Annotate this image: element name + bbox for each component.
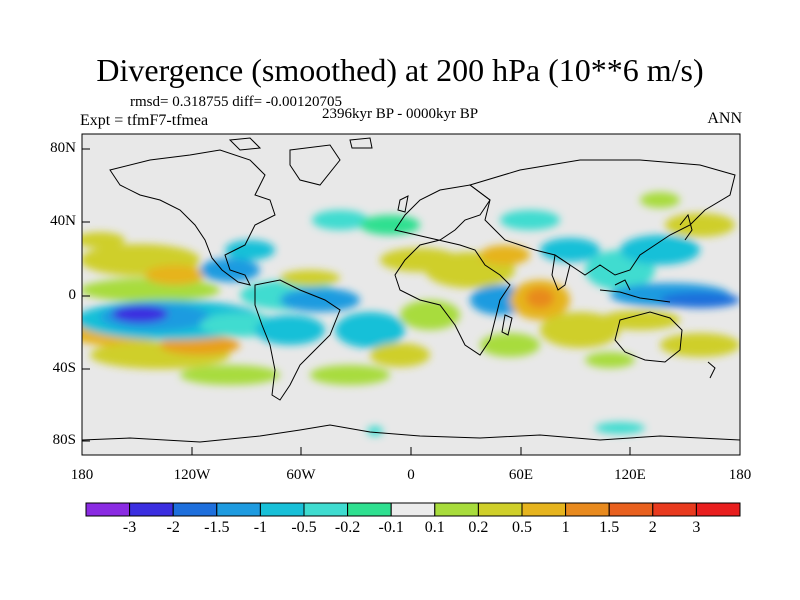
color-bar-label: -0.5 [291,519,317,536]
period-label: 2396kyr BP - 0000kyr BP [322,106,479,122]
y-tick-0: 0 [68,287,77,303]
color-bar-label: 0.5 [512,519,532,536]
color-bar-swatch [172,502,218,517]
y-tick-40n: 40N [50,213,76,229]
color-bar-label: 1 [561,519,570,536]
color-bar-swatch [85,502,131,517]
color-bar-label: 1.5 [599,519,620,536]
experiment-label: Expt = tfmF7-tfmea [80,112,209,129]
y-tick-40s: 40S [52,360,76,376]
y-tick-80s: 80S [52,432,76,448]
color-bar-label: -1.5 [204,519,230,536]
x-tick-120e: 120E [614,467,646,483]
color-bar-swatch [521,502,567,517]
color-bar-label: -0.1 [378,519,404,536]
plot-title: Divergence (smoothed) at 200 hPa (10**6 … [96,52,704,88]
color-bar-swatch [434,502,479,517]
color-bar-label: 0.2 [468,519,489,536]
color-bar-swatch [347,502,392,517]
color-bar-swatch [216,502,261,517]
color-bar-swatch [652,502,697,517]
divergence-field [82,192,740,436]
color-bar-label: 3 [692,519,701,536]
color-bar-swatch [477,502,523,517]
color-bar-swatch [129,502,174,517]
color-bar-swatch [565,502,610,517]
color-bar-swatch [608,502,654,517]
x-tick-0: 0 [407,467,415,483]
color-bar [85,502,741,517]
x-tick-180w: 180 [70,467,94,483]
color-bar-swatch [303,502,349,517]
y-tick-80n: 80N [50,140,76,156]
x-tick-60e: 60E [508,467,534,483]
rmsd-stats: rmsd= 0.318755 diff= -0.00120705 [130,94,343,110]
color-bar-swatch [259,502,305,517]
color-bar-label: 2 [648,519,657,536]
color-bar-label: -3 [122,519,137,536]
color-bar-label: -1 [253,519,268,536]
x-tick-120w: 120W [173,467,211,483]
color-bar-label: 0.1 [424,519,445,536]
x-tick-60w: 60W [286,467,316,483]
season-label: ANN [707,110,742,127]
color-bar-label: -0.2 [334,519,361,536]
color-bar-swatch [695,502,741,517]
color-bar-swatch [390,502,436,517]
x-tick-180e: 180 [728,467,752,483]
coastlines [82,137,740,443]
axis-ticks [81,148,741,455]
color-bar-label: -2 [166,519,180,536]
